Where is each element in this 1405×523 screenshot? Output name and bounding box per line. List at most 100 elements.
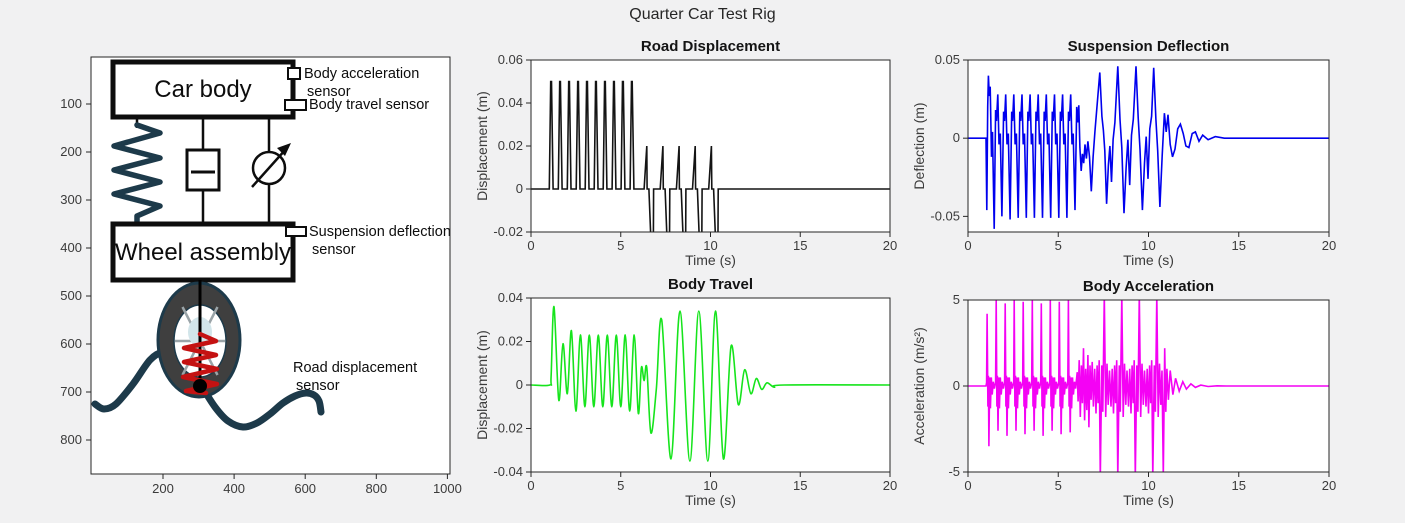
x-tick-label: 400 [223, 481, 245, 496]
body-travel-sensor-icon [284, 99, 307, 111]
x-tick-label: 20 [1322, 238, 1336, 253]
y-axis: -5 0 5 [948, 292, 968, 479]
series-line-suspension-deflection [968, 66, 1329, 229]
x-tick-label: 20 [883, 478, 897, 493]
x-tick-label: 5 [1055, 478, 1062, 493]
road-displacement-sensor-label: sensor [296, 378, 340, 394]
x-axis: 0 5 10 15 20 [964, 232, 1336, 253]
car-body-label: Car body [154, 76, 251, 103]
chart-title-body-travel: Body Travel [668, 276, 753, 293]
x-axis: 0 5 10 15 20 [527, 472, 897, 493]
x-tick-label: 10 [703, 478, 717, 493]
x-tick-label: 0 [964, 238, 971, 253]
y-tick-label: -0.05 [930, 208, 960, 223]
x-tick-label: 10 [703, 238, 717, 253]
y-tick-label: 700 [60, 384, 82, 399]
damper-symbol [185, 148, 221, 192]
y-axis-label: Displacement (m) [474, 330, 490, 440]
body-acceleration-sensor-icon [287, 67, 301, 80]
x-tick-label: 20 [1322, 478, 1336, 493]
x-axis-label: Time (s) [685, 252, 736, 268]
y-tick-label: -5 [948, 464, 960, 479]
chart-title-road-displacement: Road Displacement [641, 38, 780, 55]
wheel-assembly-block [110, 221, 296, 283]
y-tick-label: -0.02 [493, 224, 523, 239]
y-axis: -0.02 0 0.02 0.04 0.06 [493, 52, 531, 239]
x-tick-label: 1000 [433, 481, 462, 496]
x-tick-label: 0 [527, 238, 534, 253]
x-tick-label: 800 [365, 481, 387, 496]
y-tick-label: 0 [516, 181, 523, 196]
x-tick-label: 5 [617, 478, 624, 493]
y-axis: -0.04 -0.02 0 0.02 0.04 [493, 290, 531, 479]
chart-title-suspension-deflection: Suspension Deflection [1068, 38, 1230, 55]
y-tick-label: 600 [60, 336, 82, 351]
body-acceleration-sensor-label: Body acceleration [304, 66, 419, 82]
y-tick-label: 0.05 [935, 52, 960, 67]
panel-road-displacement: 0 5 10 15 20 -0.02 0 0.02 0.04 0.06 Road Displacem… [474, 38, 897, 268]
figure-title: Quarter Car Test Rig [629, 6, 776, 23]
suspension-deflection-sensor-icon [285, 226, 307, 237]
x-tick-label: 600 [294, 481, 316, 496]
x-axis-label: Time (s) [1123, 252, 1174, 268]
y-tick-label: 800 [60, 432, 82, 447]
y-tick-label: 5 [953, 292, 960, 307]
dial-needle [251, 148, 287, 188]
x-tick-label: 5 [1055, 238, 1062, 253]
series-line-body-acceleration [968, 300, 1329, 472]
y-axis: -0.05 0 0.05 [930, 52, 968, 223]
x-axis-label: Time (s) [685, 492, 736, 508]
y-tick-label: 100 [60, 96, 82, 111]
y-tick-label: 0 [953, 130, 960, 145]
chart-title-body-acceleration: Body Acceleration [1083, 278, 1214, 295]
x-tick-label: 15 [793, 478, 807, 493]
y-tick-label: 0.04 [498, 95, 523, 110]
y-tick-label: 0.04 [498, 290, 523, 305]
x-tick-label: 10 [1141, 238, 1155, 253]
x-axis-label: Time (s) [1123, 492, 1174, 508]
wheel-assembly-label: Wheel assembly [115, 239, 291, 266]
suspension-deflection-sensor-label: Suspension deflection [309, 224, 451, 240]
x-tick-label: 10 [1141, 478, 1155, 493]
y-tick-label: 0.02 [498, 334, 523, 349]
x-axis: 200 400 600 800 1000 [152, 474, 462, 496]
dial-arrowhead [277, 143, 291, 156]
y-tick-label: 0.02 [498, 138, 523, 153]
plot-area [531, 60, 890, 232]
y-tick-label: 0.06 [498, 52, 523, 67]
road-profile [91, 348, 325, 431]
x-axis: 0 5 10 15 20 [964, 472, 1336, 493]
x-axis: 0 5 10 15 20 [527, 232, 897, 253]
series-line-road-displacement [531, 80, 890, 232]
x-tick-label: 15 [793, 238, 807, 253]
road-displacement-sensor-label: Road displacement [293, 360, 417, 376]
y-tick-label: -0.02 [493, 421, 523, 436]
panel-body-travel: 0 5 10 15 20 -0.04 -0.02 0 0.02 0.04 Body Travel Ti… [474, 276, 897, 508]
body-acceleration-sensor-label: sensor [307, 84, 351, 100]
y-tick-label: 500 [60, 288, 82, 303]
spring-symbol [111, 122, 163, 225]
suspension-deflection-sensor-label: sensor [312, 242, 356, 258]
car-body-block [110, 59, 296, 120]
x-tick-label: 15 [1232, 478, 1246, 493]
y-axis-label: Displacement (m) [474, 91, 490, 201]
x-tick-label: 5 [617, 238, 624, 253]
y-axis-label: Acceleration (m/s²) [911, 327, 927, 444]
body-travel-sensor-label: Body travel sensor [309, 97, 429, 113]
panel-body-acceleration: 0 5 10 15 20 -5 0 5 Body Acceleration Time (s) Acc… [911, 278, 1336, 508]
y-tick-label: -0.04 [493, 464, 523, 479]
y-tick-label: 0 [516, 377, 523, 392]
x-tick-label: 200 [152, 481, 174, 496]
x-tick-label: 20 [883, 238, 897, 253]
y-tick-label: 300 [60, 192, 82, 207]
y-axis: 100 200 300 400 500 600 700 800 [60, 96, 91, 447]
panel-suspension-deflection: 0 5 10 15 20 -0.05 0 0.05 Suspension Deflection T… [911, 38, 1336, 268]
x-tick-label: 0 [527, 478, 534, 493]
x-tick-label: 15 [1232, 238, 1246, 253]
panel-test-rig-diagram: Car body Wheel assembly Body acceleration s… [60, 56, 462, 496]
y-tick-label: 400 [60, 240, 82, 255]
x-tick-label: 0 [964, 478, 971, 493]
y-tick-label: 0 [953, 378, 960, 393]
